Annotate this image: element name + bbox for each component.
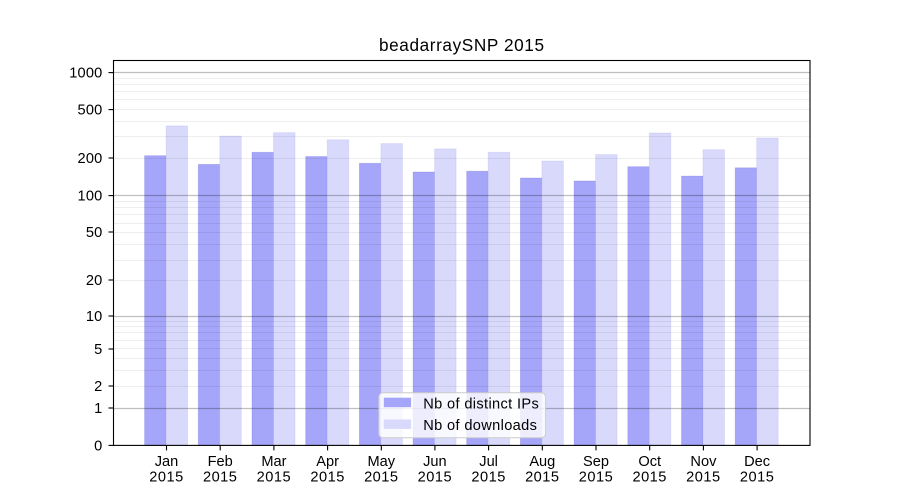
svg-text:5: 5 (94, 342, 102, 358)
svg-text:Feb: Feb (208, 454, 233, 470)
svg-text:2015: 2015 (471, 470, 505, 486)
svg-text:Jun: Jun (423, 454, 447, 470)
svg-text:Nb of distinct IPs: Nb of distinct IPs (423, 396, 539, 412)
svg-text:500: 500 (78, 103, 103, 119)
svg-text:2: 2 (94, 379, 102, 395)
svg-text:May: May (368, 454, 396, 470)
svg-text:Oct: Oct (638, 454, 661, 470)
svg-text:Mar: Mar (261, 454, 286, 470)
svg-text:2015: 2015 (686, 470, 720, 486)
svg-text:2015: 2015 (203, 470, 237, 486)
svg-text:1000: 1000 (69, 66, 102, 82)
svg-text:2015: 2015 (525, 470, 559, 486)
svg-text:2015: 2015 (418, 470, 452, 486)
svg-text:20: 20 (86, 273, 103, 289)
svg-text:100: 100 (78, 189, 103, 205)
svg-text:2015: 2015 (579, 470, 613, 486)
svg-text:beadarraySNP 2015: beadarraySNP 2015 (379, 35, 545, 55)
svg-text:2015: 2015 (740, 470, 774, 486)
svg-text:Jan: Jan (155, 454, 179, 470)
svg-text:2015: 2015 (257, 470, 291, 486)
svg-text:50: 50 (86, 225, 103, 241)
svg-text:2015: 2015 (632, 470, 666, 486)
svg-text:1: 1 (94, 401, 102, 417)
svg-text:Aug: Aug (529, 454, 555, 470)
svg-text:2015: 2015 (310, 470, 344, 486)
svg-text:2015: 2015 (364, 470, 398, 486)
svg-text:Apr: Apr (316, 454, 339, 470)
svg-text:2015: 2015 (149, 470, 183, 486)
svg-text:Jul: Jul (479, 454, 498, 470)
svg-text:10: 10 (86, 309, 103, 325)
svg-text:0: 0 (94, 438, 102, 454)
svg-text:Nov: Nov (690, 454, 717, 470)
svg-text:Nb of downloads: Nb of downloads (423, 418, 537, 434)
svg-text:Sep: Sep (583, 454, 609, 470)
svg-text:200: 200 (78, 151, 103, 167)
svg-text:Dec: Dec (744, 454, 770, 470)
